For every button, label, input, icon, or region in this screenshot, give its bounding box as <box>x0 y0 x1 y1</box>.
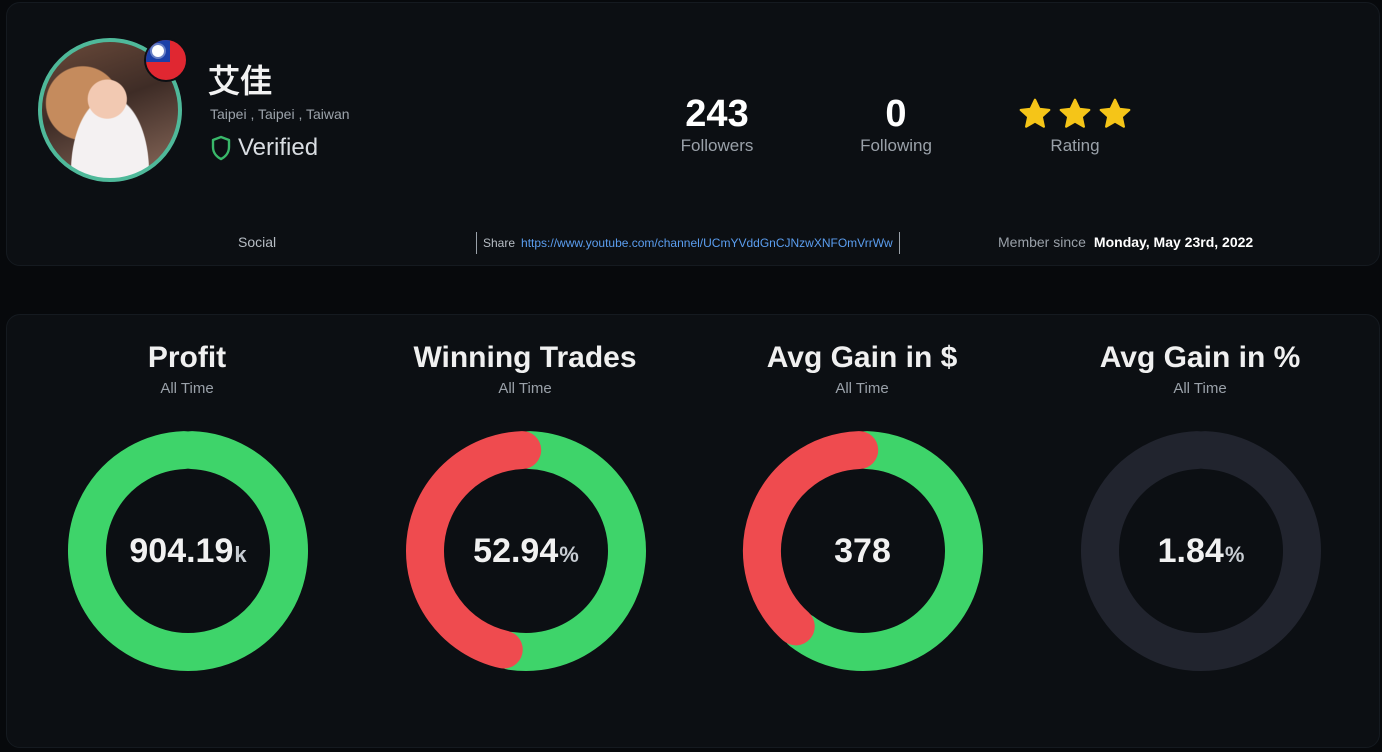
donut-value: 904.19 <box>129 531 234 570</box>
metric-winning-trades-header: Winning Trades All Time <box>356 338 694 397</box>
donut-svg <box>1081 431 1321 671</box>
rating-label: Rating <box>1050 136 1100 155</box>
star-icon <box>1099 98 1131 128</box>
donut-unit: % <box>559 542 579 567</box>
donut-value: 52.94 <box>473 531 559 570</box>
metric-title: Avg Gain in $ <box>766 341 958 374</box>
shield-icon <box>211 135 231 161</box>
avg-gain-percent-donut: 1.84% <box>1080 430 1322 672</box>
donut-green-segment <box>782 431 983 671</box>
share-row: Share https://www.youtube.com/channel/UC… <box>476 232 900 254</box>
profile-card <box>6 2 1380 266</box>
rating-stat: Rating <box>1005 92 1145 156</box>
profit-donut: 904.19 k <box>67 430 309 672</box>
rating-stars <box>1005 92 1145 136</box>
member-since-date: Monday, May 23rd, 2022 <box>1093 234 1254 250</box>
stats-card <box>6 314 1380 748</box>
verified-label: Verified <box>238 134 319 161</box>
followers-count: 243 <box>685 93 749 135</box>
member-since: Member since Monday, May 23rd, 2022 <box>998 234 1253 250</box>
metric-avg-gain-dollar-header: Avg Gain in $ All Time <box>693 338 1031 397</box>
donut-unit: k <box>234 542 247 567</box>
member-since-label: Member since <box>998 234 1086 250</box>
metric-title: Avg Gain in % <box>1099 341 1301 374</box>
metric-subtitle: All Time <box>498 380 552 397</box>
star-icon <box>1059 98 1091 128</box>
winning-trades-donut: 52.94% <box>405 430 647 672</box>
following-count: 0 <box>885 93 907 135</box>
donut-red-segment <box>406 431 542 669</box>
following-label: Following <box>860 136 932 155</box>
profile-location: Taipei , Taipei , Taiwan <box>210 106 350 122</box>
donut-svg <box>743 431 983 671</box>
donut-empty-track <box>1081 431 1321 671</box>
taiwan-flag-icon <box>144 38 188 82</box>
profile-name: 艾佳 <box>208 62 273 100</box>
followers-stat[interactable]: 243 Followers <box>647 92 787 156</box>
star-icon <box>1019 98 1051 128</box>
donut-unit: % <box>1224 542 1245 567</box>
metric-subtitle: All Time <box>1173 380 1227 397</box>
donut-value: 1.84 <box>1157 531 1224 570</box>
share-label: Share <box>483 236 516 250</box>
donut-svg <box>406 431 646 671</box>
followers-label: Followers <box>680 136 754 155</box>
metric-subtitle: All Time <box>160 380 214 397</box>
donut-value: 378 <box>834 531 891 570</box>
donut-red-segment <box>743 431 879 646</box>
metric-title: Profit <box>147 341 227 374</box>
metric-avg-gain-percent-header: Avg Gain in % All Time <box>1031 338 1369 397</box>
verified-badge: Verified <box>210 134 318 162</box>
avg-gain-dollar-donut: 378 <box>742 430 984 672</box>
donut-green-segment <box>492 431 646 671</box>
donut-green-segment <box>68 431 308 671</box>
share-link[interactable]: https://www.youtube.com/channel/UCmYVddG… <box>521 236 893 250</box>
metric-profit-header: Profit All Time <box>18 338 356 397</box>
social-label: Social <box>238 234 277 250</box>
metric-subtitle: All Time <box>835 380 889 397</box>
metric-title: Winning Trades <box>413 341 637 374</box>
donut-svg <box>68 431 308 671</box>
following-stat[interactable]: 0 Following <box>826 92 966 156</box>
